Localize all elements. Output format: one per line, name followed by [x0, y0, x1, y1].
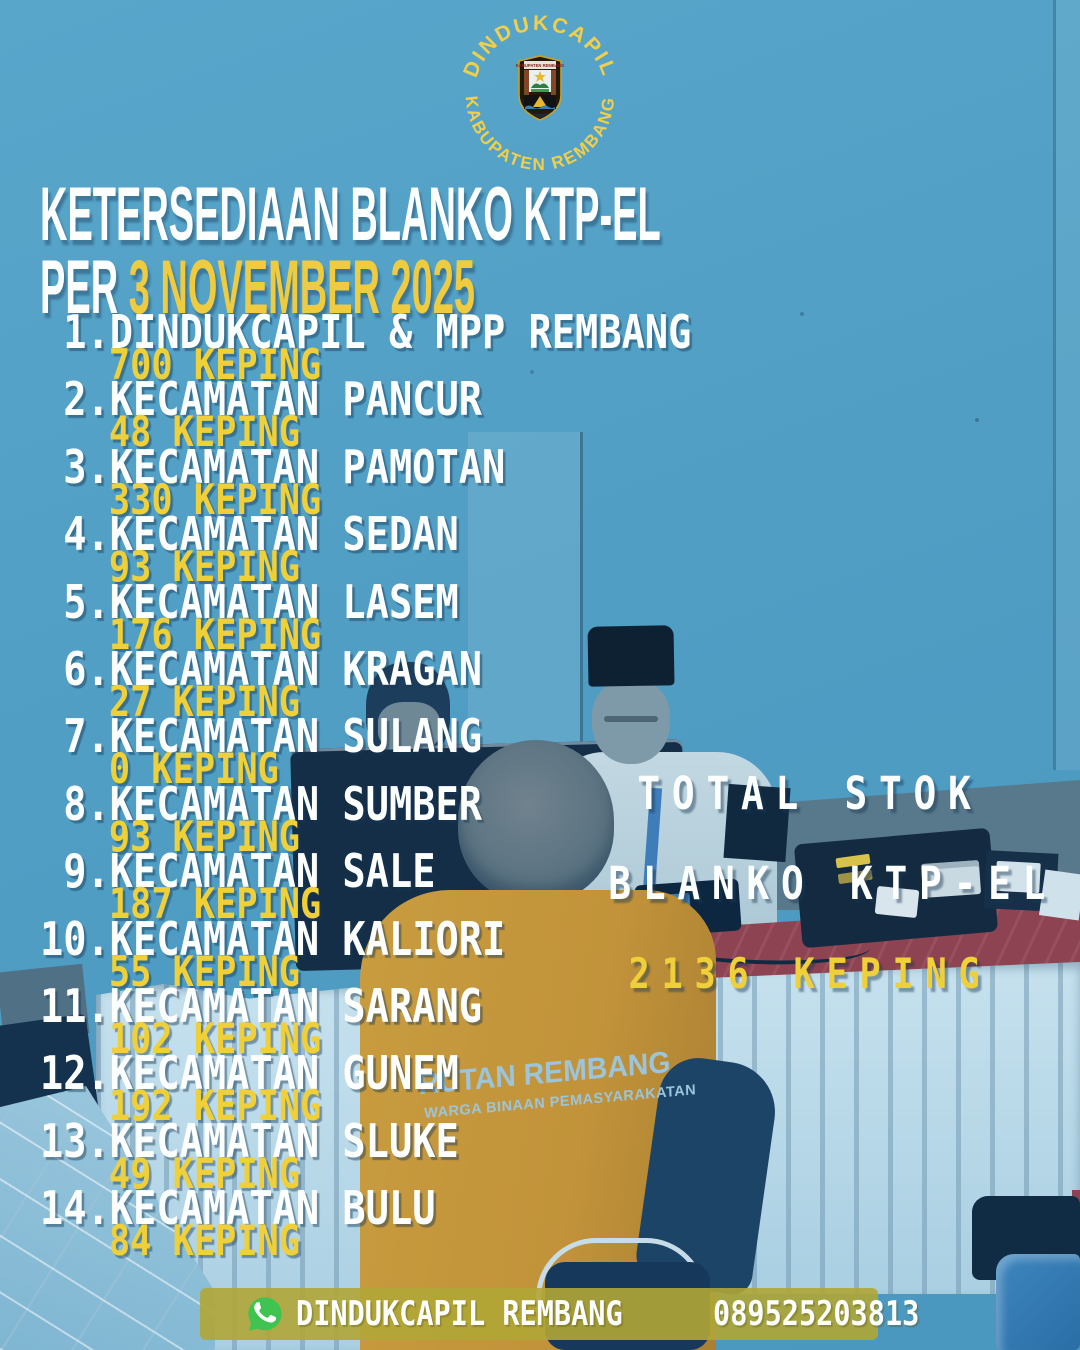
list-item-quantity: 102 KEPING [108, 1013, 322, 1063]
list-item: 4.KECAMATAN SEDAN 93 KEPING [40, 507, 815, 592]
list-item-name: 8.KECAMATAN SUMBER [40, 776, 483, 831]
visitor-hair [458, 740, 614, 902]
whiteboard-panel [468, 432, 583, 762]
contact-name: DINDUKCAPIL REMBANG [296, 1294, 623, 1334]
list-item-name: 13.KECAMATAN SLUKE [40, 1113, 459, 1168]
list-item: 13.KECAMATAN SLUKE 49 KEPING [40, 1113, 815, 1198]
list-item-quantity: 0 KEPING [108, 744, 279, 794]
list-item-name: 11.KECAMATAN SARANG [40, 978, 483, 1033]
list-item: 9.KECAMATAN SALE 187 KEPING [40, 844, 815, 929]
staff-left-face [378, 702, 440, 752]
wall-corner-strip [1056, 0, 1080, 770]
total-line-2: BLANKO KTP-EL [608, 857, 1058, 910]
list-item: 12.KECAMATAN GUNEM 192 KEPING [40, 1046, 815, 1131]
list-item-name: 4.KECAMATAN SEDAN [40, 507, 459, 562]
list-item-quantity: 84 KEPING [108, 1216, 301, 1266]
list-item-quantity: 192 KEPING [108, 1081, 322, 1131]
whatsapp-icon [248, 1297, 282, 1331]
list-item-quantity: 700 KEPING [108, 340, 322, 389]
list-item-quantity: 93 KEPING [108, 542, 301, 592]
list-item-quantity: 48 KEPING [108, 407, 301, 457]
list-item: 8.KECAMATAN SUMBER 93 KEPING [40, 776, 815, 861]
list-item-name: 9.KECAMATAN SALE [40, 844, 436, 899]
list-item-name: 14.KECAMATAN BULU [40, 1181, 436, 1236]
list-item: 3.KECAMATAN PAMOTAN 330 KEPING [40, 439, 815, 524]
list-item-name: 7.KECAMATAN SULANG [40, 709, 483, 764]
list-item-quantity: 187 KEPING [108, 879, 322, 929]
contact-phone: 089525203813 [712, 1294, 920, 1334]
list-item-name: 6.KECAMATAN KRAGAN [40, 641, 483, 696]
title-per-prefix: PER [40, 245, 129, 330]
stock-list: 1.DINDUKCAPIL & MPP REMBANG 700 KEPING 2.… [40, 305, 815, 1266]
list-item-quantity: 55 KEPING [108, 946, 301, 996]
wall-corner-edge [1053, 0, 1056, 770]
total-stock-block: TOTAL STOK BLANKO KTP-EL 2136 KEPING [570, 730, 1050, 1038]
list-item: 5.KECAMATAN LASEM 176 KEPING [40, 574, 815, 659]
title-line-2: PER 3 NOVEMBER 2025 [40, 250, 661, 326]
list-item-name: 12.KECAMATAN GUNEM [40, 1046, 459, 1101]
total-quantity: 2136 KEPING [628, 949, 992, 998]
list-item-name: 10.KECAMATAN KALIORI [40, 911, 506, 966]
list-item: 1.DINDUKCAPIL & MPP REMBANG 700 KEPING [40, 305, 815, 389]
bottom-right-chair-seat [996, 1254, 1080, 1350]
list-item: 11.KECAMATAN SARANG 102 KEPING [40, 978, 815, 1063]
list-item-name: 2.KECAMATAN PANCUR [40, 372, 483, 427]
title-date: 3 NOVEMBER 2025 [128, 245, 476, 330]
staff-peci-eyes [604, 716, 658, 722]
list-item-quantity: 27 KEPING [108, 676, 301, 726]
list-item: 6.KECAMATAN KRAGAN 27 KEPING [40, 641, 815, 726]
dindukcapil-logo: DINDUKCAPIL KABUPATEN REMBANG [459, 12, 618, 174]
list-item: 7.KECAMATAN SULANG 0 KEPING [40, 709, 815, 794]
list-item: 10.KECAMATAN KALIORI 55 KEPING [40, 911, 815, 996]
list-item-name: 5.KECAMATAN LASEM [40, 574, 459, 629]
list-item-quantity: 176 KEPING [108, 609, 322, 659]
contact-bar: DINDUKCAPIL REMBANG 089525203813 [200, 1288, 919, 1340]
wall-specks [140, 368, 144, 372]
list-item-name: 3.KECAMATAN PAMOTAN [40, 439, 506, 494]
total-line-1: TOTAL STOK [637, 767, 983, 820]
list-item-name: 1.DINDUKCAPIL & MPP REMBANG [40, 305, 692, 359]
poster-title: KETERSEDIAAN BLANKO KTP-EL PER 3 NOVEMBE… [40, 172, 1080, 326]
crest-banner-text: KABUPATEN REMBANG [516, 63, 564, 68]
rembang-crest-icon: KABUPATEN REMBANG [516, 55, 564, 121]
list-item-quantity: 93 KEPING [108, 811, 301, 861]
list-item-quantity: 330 KEPING [108, 474, 322, 524]
staff-peci-head [592, 680, 670, 764]
title-line-1: KETERSEDIAAN BLANKO KTP-EL [40, 172, 661, 257]
list-item-quantity: 49 KEPING [108, 1148, 301, 1198]
list-item: 2.KECAMATAN PANCUR 48 KEPING [40, 372, 815, 457]
list-item: 14.KECAMATAN BULU 84 KEPING [40, 1181, 815, 1266]
